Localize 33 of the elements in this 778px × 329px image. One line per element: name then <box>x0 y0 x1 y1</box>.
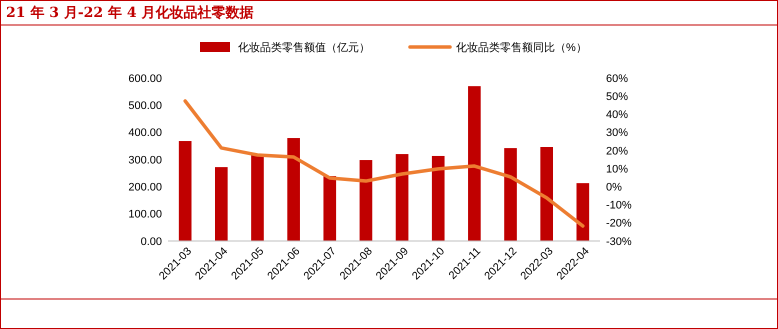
y-tick-label: 300.00 <box>128 154 162 166</box>
bar <box>323 176 336 241</box>
bar <box>287 138 300 241</box>
chart-title: 21 年 3 月-22 年 4 月化妆品社零数据 <box>6 5 254 21</box>
y2-tick-label: 10% <box>606 163 628 176</box>
bar <box>178 141 192 241</box>
bar <box>360 160 372 241</box>
y2-tick-label: 50% <box>606 90 628 103</box>
y-tick-label: 600.00 <box>128 72 162 85</box>
y2-tick-label: -10% <box>606 200 632 212</box>
y2-tick-label: -20% <box>606 218 632 230</box>
bar <box>251 154 264 241</box>
y-tick-label: 500.00 <box>128 100 162 112</box>
y-tick-label: 100.00 <box>128 208 162 221</box>
legend-label: 化妆品类零售额值（亿元） <box>238 40 370 54</box>
bar <box>396 154 408 241</box>
bar <box>576 183 590 241</box>
y-tick-label: 400.00 <box>128 127 162 140</box>
y2-tick-label: 0% <box>606 182 622 194</box>
y2-tick-label: 60% <box>606 72 628 85</box>
y2-tick-label: 20% <box>606 145 628 158</box>
bar <box>468 86 481 241</box>
y2-tick-label: 30% <box>606 127 628 140</box>
legend-label: 化妆品类零售额同比（%） <box>456 40 587 54</box>
y-tick-label: 0.00 <box>140 236 162 248</box>
y2-tick-label: 40% <box>606 109 628 122</box>
line-series <box>183 99 585 228</box>
y-tick-label: 200.00 <box>128 182 162 194</box>
bar <box>432 156 445 241</box>
bar <box>540 147 554 241</box>
bar <box>214 167 228 241</box>
y2-tick-label: -30% <box>606 236 632 248</box>
bar <box>504 148 517 241</box>
